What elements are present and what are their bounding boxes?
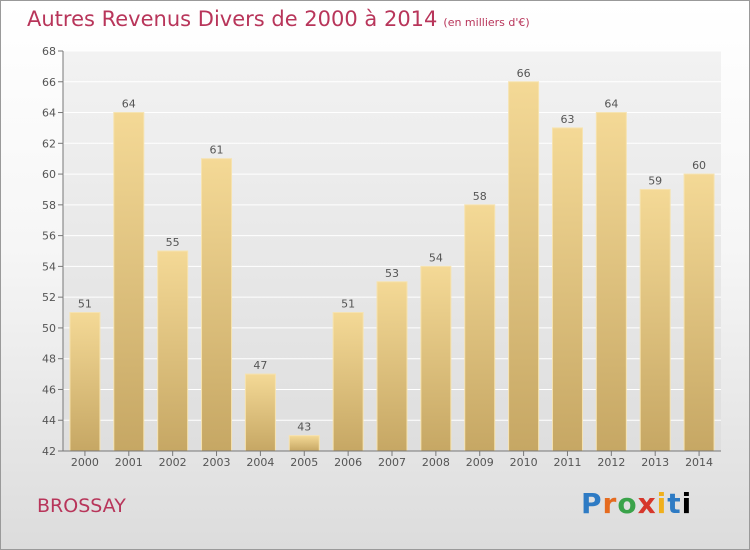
x-tick-label: 2008 bbox=[422, 456, 450, 469]
x-tick-label: 2004 bbox=[246, 456, 274, 469]
bar bbox=[113, 112, 145, 452]
bars-group bbox=[69, 81, 715, 452]
chart-title-block: Autres Revenus Divers de 2000 à 2014 (en … bbox=[27, 7, 530, 31]
bar bbox=[288, 435, 320, 452]
location-label: BROSSAY bbox=[37, 495, 126, 517]
y-tick-label: 64 bbox=[42, 107, 56, 120]
x-tick-label: 2010 bbox=[510, 456, 538, 469]
bar-value-label: 51 bbox=[78, 298, 92, 311]
y-tick-label: 56 bbox=[42, 230, 56, 243]
bar bbox=[69, 312, 101, 452]
y-tick-label: 46 bbox=[42, 383, 56, 396]
x-tick-label: 2013 bbox=[641, 456, 669, 469]
y-tick-label: 50 bbox=[42, 322, 56, 335]
y-axis-ticks: 42 44 46 48 50 52 54 56 58 60 62 64 66 68 bbox=[42, 45, 63, 458]
axes bbox=[62, 51, 721, 452]
y-tick-label: 54 bbox=[42, 260, 56, 273]
y-tick-label: 58 bbox=[42, 199, 56, 212]
chart-subtitle: (en milliers d'€) bbox=[443, 16, 530, 29]
bar-value-label: 64 bbox=[122, 98, 136, 111]
x-tick-label: 2003 bbox=[203, 456, 231, 469]
bar-value-label: 61 bbox=[210, 144, 224, 157]
bar bbox=[639, 188, 671, 452]
y-tick-label: 60 bbox=[42, 168, 56, 181]
bar bbox=[683, 173, 715, 452]
bar-value-label: 58 bbox=[473, 190, 487, 203]
x-tick-label: 2007 bbox=[378, 456, 406, 469]
bar-value-label: 64 bbox=[604, 98, 618, 111]
bar-value-label: 47 bbox=[253, 359, 267, 372]
bar-value-label: 53 bbox=[385, 267, 399, 280]
bar bbox=[157, 250, 189, 452]
x-tick-label: 2002 bbox=[159, 456, 187, 469]
bar-value-label: 54 bbox=[429, 251, 443, 264]
bar bbox=[551, 127, 583, 452]
bar-value-label: 66 bbox=[517, 67, 531, 80]
proxiti-logo: Proxiti bbox=[581, 487, 693, 520]
bar bbox=[595, 112, 627, 452]
y-tick-label: 52 bbox=[42, 291, 56, 304]
x-tick-label: 2000 bbox=[71, 456, 99, 469]
bar-value-label: 51 bbox=[341, 298, 355, 311]
y-tick-label: 62 bbox=[42, 137, 56, 150]
x-tick-label: 2006 bbox=[334, 456, 362, 469]
bar bbox=[376, 281, 408, 452]
y-tick-label: 42 bbox=[42, 445, 56, 458]
x-tick-label: 2005 bbox=[290, 456, 318, 469]
x-tick-label: 2009 bbox=[466, 456, 494, 469]
bar bbox=[508, 81, 540, 452]
bar-value-label: 59 bbox=[648, 174, 662, 187]
bar-value-label: 43 bbox=[297, 421, 311, 434]
y-tick-label: 44 bbox=[42, 414, 56, 427]
bar-value-label: 60 bbox=[692, 159, 706, 172]
bar bbox=[332, 312, 364, 452]
value-labels: 51 64 55 61 47 43 51 53 54 58 66 63 64 59 60 bbox=[78, 67, 706, 434]
bar bbox=[201, 158, 233, 452]
bar-value-label: 63 bbox=[560, 113, 574, 126]
bar bbox=[420, 265, 452, 452]
bar bbox=[464, 204, 496, 452]
x-tick-label: 2011 bbox=[553, 456, 581, 469]
bar-value-label: 55 bbox=[166, 236, 180, 249]
bar bbox=[244, 373, 276, 452]
x-tick-label: 2014 bbox=[685, 456, 713, 469]
y-tick-label: 48 bbox=[42, 353, 56, 366]
x-tick-label: 2001 bbox=[115, 456, 143, 469]
x-axis-ticks: 2000 2001 2002 2003 2004 2005 2006 2007 2008 2009… bbox=[71, 451, 713, 469]
chart-title: Autres Revenus Divers de 2000 à 2014 bbox=[27, 7, 438, 31]
y-tick-label: 66 bbox=[42, 76, 56, 89]
x-tick-label: 2012 bbox=[597, 456, 625, 469]
y-tick-label: 68 bbox=[42, 45, 56, 58]
